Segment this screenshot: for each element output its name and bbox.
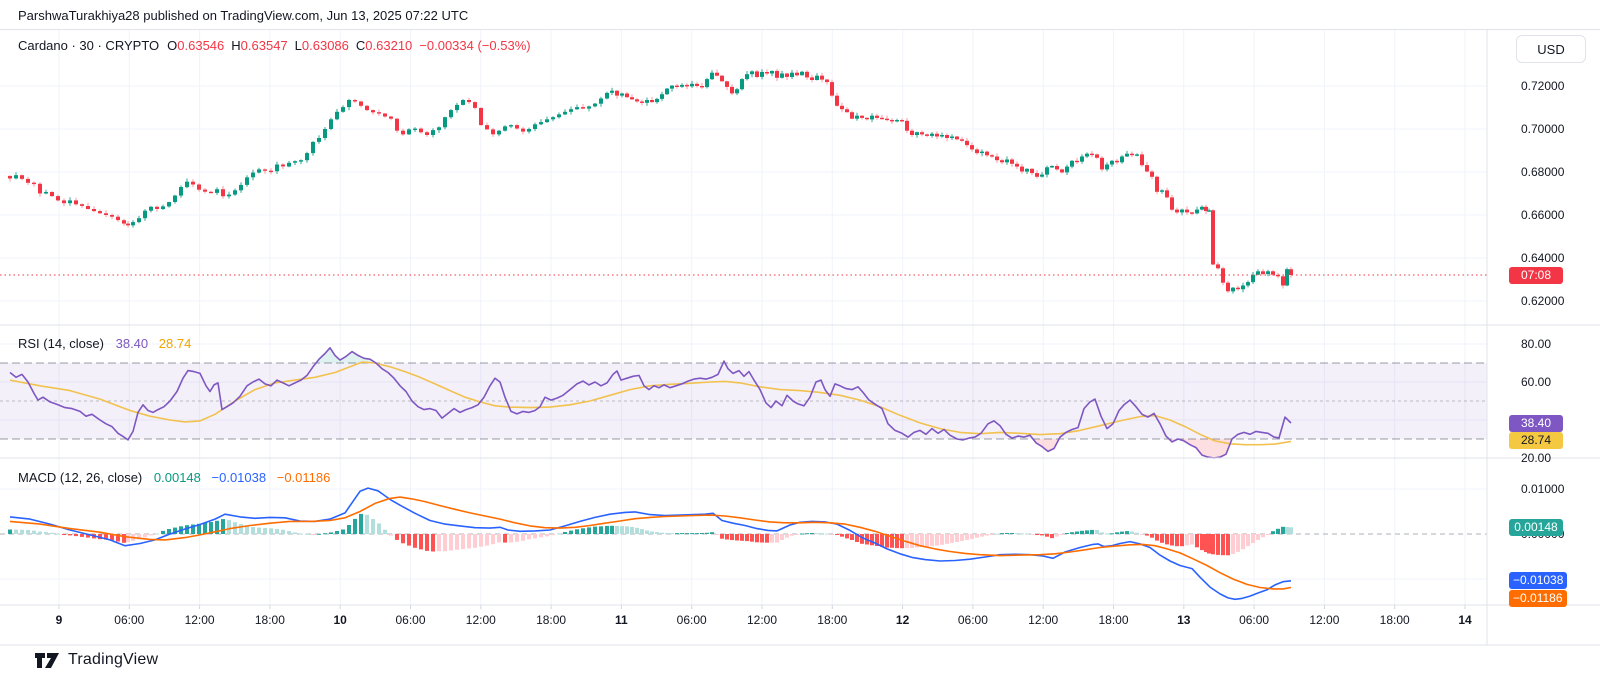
time-axis-label: 18:00 — [1098, 613, 1129, 627]
time-axis-label: 06:00 — [395, 613, 426, 627]
price-tick-label: 0.66000 — [1521, 208, 1565, 222]
time-axis-label: 12:00 — [184, 613, 215, 627]
macd-title: MACD (12, 26, close) — [18, 470, 143, 485]
tradingview-logo-text: TradingView — [68, 651, 159, 668]
macd-signal-badge: −0.01186 — [1509, 590, 1567, 607]
ohlc-number: 0.63546 — [177, 38, 225, 53]
rsi-tick-label: 20.00 — [1521, 451, 1552, 465]
macd-hist-badge: 0.00148 — [1509, 519, 1563, 536]
macd-line-value: −0.01038 — [211, 470, 267, 485]
price-tick-label: 0.72000 — [1521, 79, 1565, 93]
ohlc-number: 0.63086 — [301, 38, 349, 53]
macd-line-badge: −0.01038 — [1509, 572, 1568, 589]
ohlc-values: O0.63546 H0.63547 L0.63086 C0.63210 −0.00334… — [167, 38, 530, 53]
tradingview-logo[interactable]: TradingView — [34, 651, 158, 669]
countdown-badge: 07:08 — [1509, 267, 1563, 284]
time-axis-label: 12:00 — [746, 613, 778, 627]
rsi-badge: 38.40 — [1509, 415, 1563, 432]
symbol-legend: Cardano · 30 · CRYPTO O0.63546 H0.63547 L0.… — [18, 38, 531, 53]
time-axis-label: 12:00 — [465, 613, 496, 627]
time-axis-label: 06:00 — [1239, 613, 1270, 627]
rsi-tick-label: 60.00 — [1521, 375, 1552, 389]
macd-signal-value: −0.01186 — [276, 470, 331, 485]
time-axis-label: 12:00 — [1309, 613, 1340, 627]
macd-tick-label: 0.01000 — [1521, 482, 1565, 496]
publish-header: ParshwaTurakhiya28 published on TradingV… — [0, 0, 1600, 30]
ohlc-number: 0.63210 — [365, 38, 413, 53]
currency-label: USD — [1537, 41, 1565, 57]
time-axis-day-label: 10 — [333, 613, 347, 627]
symbol-title: Cardano · 30 · CRYPTO — [18, 38, 160, 53]
rsi-tick-label: 80.00 — [1521, 337, 1552, 351]
time-axis-day-label: 9 — [55, 613, 63, 627]
price-tick-label: 0.62000 — [1521, 294, 1565, 308]
change-value: −0.00334 (−0.53%) — [419, 38, 531, 53]
time-axis-day-label: 11 — [615, 613, 628, 627]
ohlc-letter: O — [167, 38, 178, 53]
time-axis-label: 18:00 — [817, 613, 848, 627]
time-axis-day-label: 13 — [1177, 613, 1191, 627]
ohlc-letter: H — [231, 38, 241, 53]
tradingview-logo-icon — [35, 652, 59, 668]
time-axis-label: 18:00 — [254, 613, 285, 627]
publish-line: ParshwaTurakhiya28 published on TradingV… — [18, 8, 469, 23]
ohlc-letter: C — [355, 38, 366, 53]
time-axis-day-label: 14 — [1458, 613, 1472, 627]
rsi-title: RSI (14, close) — [18, 336, 104, 351]
time-axis-label: 06:00 — [957, 613, 988, 627]
rsi-value: 38.40 — [115, 336, 149, 351]
ohlc-number: 0.63547 — [240, 38, 288, 53]
time-axis-label: 06:00 — [676, 613, 707, 627]
time-axis-day-label: 12 — [895, 613, 910, 627]
time-axis-label: 06:00 — [114, 613, 145, 627]
time-axis-label: 18:00 — [536, 613, 567, 627]
rsi-legend: RSI (14, close) 38.40 28.74 — [18, 336, 198, 351]
rsi-ma-badge: 28.74 — [1509, 432, 1563, 449]
price-tick-label: 0.70000 — [1521, 122, 1565, 136]
rsi-ma-value: 28.74 — [158, 336, 192, 351]
macd-legend: MACD (12, 26, close) 0.00148 −0.01038 −0… — [18, 470, 337, 485]
time-axis-label: 18:00 — [1379, 613, 1410, 627]
price-tick-label: 0.68000 — [1521, 165, 1565, 179]
time-axis-label: 12:00 — [1028, 613, 1059, 627]
macd-hist-value: 0.00148 — [153, 470, 201, 485]
currency-toggle-button[interactable]: USD — [1516, 35, 1586, 63]
price-tick-label: 0.64000 — [1521, 251, 1565, 265]
ohlc-letter: L — [294, 38, 302, 53]
